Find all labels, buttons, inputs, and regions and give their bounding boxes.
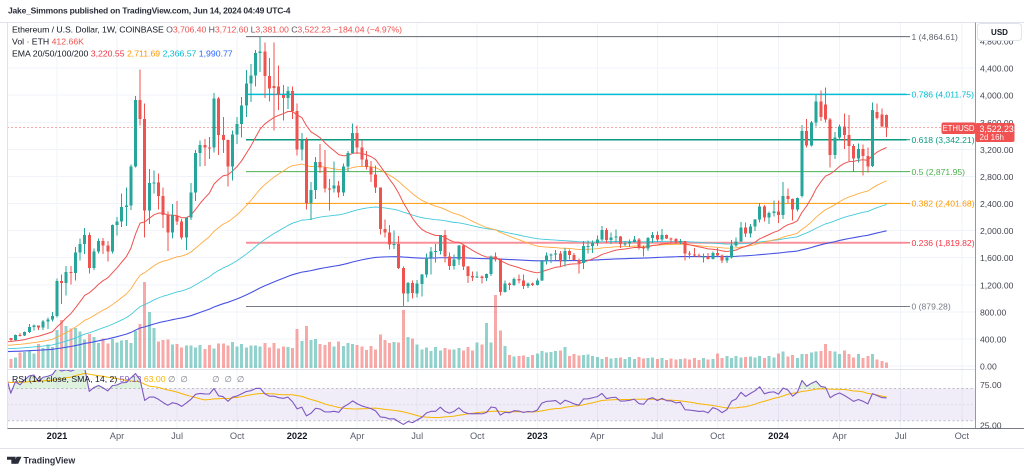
svg-text:800.00: 800.00 (980, 307, 1007, 317)
svg-text:0.5 (2,871.95): 0.5 (2,871.95) (912, 167, 966, 177)
svg-text:1,200.00: 1,200.00 (980, 280, 1014, 290)
svg-text:TradingView: TradingView (24, 456, 76, 466)
svg-text:Apr: Apr (110, 431, 124, 441)
svg-text:2,400.00: 2,400.00 (980, 199, 1014, 209)
svg-text:2021: 2021 (47, 431, 68, 441)
svg-text:Apr: Apr (832, 431, 846, 441)
svg-text:Oct: Oct (470, 431, 485, 441)
svg-text:Ethereum / U.S. Dollar, 1W, CO: Ethereum / U.S. Dollar, 1W, COINBASE O3,… (12, 25, 402, 35)
svg-text:Oct: Oct (955, 431, 970, 441)
svg-text:Vol · ETH 412.66K: Vol · ETH 412.66K (12, 37, 84, 47)
svg-text:Jul: Jul (411, 431, 423, 441)
svg-text:2024: 2024 (768, 431, 790, 441)
svg-text:2023: 2023 (527, 431, 548, 441)
svg-text:Oct: Oct (230, 431, 245, 441)
svg-text:2,800.00: 2,800.00 (980, 172, 1014, 182)
svg-text:1,600.00: 1,600.00 (980, 253, 1014, 263)
svg-text:Jul: Jul (171, 431, 183, 441)
svg-text:4,000.00: 4,000.00 (980, 91, 1014, 101)
svg-text:400.00: 400.00 (980, 334, 1007, 344)
svg-text:Jul: Jul (651, 431, 663, 441)
svg-text:75.00: 75.00 (980, 380, 1002, 390)
svg-text:Jul: Jul (895, 431, 907, 441)
svg-text:USD: USD (991, 28, 1008, 37)
svg-text:RSI (14, close, SMA, 14, 2) 59: RSI (14, close, SMA, 14, 2) 59.13 63.00 … (12, 374, 245, 384)
svg-text:0.786 (4,011.75): 0.786 (4,011.75) (912, 90, 975, 100)
svg-text:0.618 (3,342.21): 0.618 (3,342.21) (912, 135, 975, 145)
svg-text:ETHUSD: ETHUSD (942, 124, 974, 133)
svg-text:2,000.00: 2,000.00 (980, 226, 1014, 236)
svg-text:1 (4,864.61): 1 (4,864.61) (912, 32, 958, 42)
svg-text:25.00: 25.00 (980, 420, 1002, 430)
svg-text:EMA 20/50/100/200 3,220.55 2: EMA 20/50/100/200 3,220.55 2,711.69 2,36… (12, 49, 233, 59)
svg-text:Oct: Oct (710, 431, 725, 441)
svg-text:2022: 2022 (287, 431, 308, 441)
svg-text:Apr: Apr (590, 431, 604, 441)
svg-text:0.00: 0.00 (980, 362, 997, 372)
svg-text:Apr: Apr (350, 431, 364, 441)
svg-text:0 (879.28): 0 (879.28) (912, 302, 951, 312)
svg-text:2d 16h: 2d 16h (980, 133, 1004, 142)
svg-text:4,800.00: 4,800.00 (980, 37, 1014, 47)
svg-text:3,600.00: 3,600.00 (980, 118, 1014, 128)
svg-text:3,200.00: 3,200.00 (980, 145, 1014, 155)
svg-text:4,400.00: 4,400.00 (980, 64, 1014, 74)
svg-text:0.236 (1,819.82): 0.236 (1,819.82) (912, 238, 975, 248)
svg-text:3,522.23: 3,522.23 (980, 124, 1014, 134)
svg-text:0.382 (2,401.68): 0.382 (2,401.68) (912, 199, 975, 209)
svg-text:Jake_Simmons published on Trad: Jake_Simmons published on TradingView.co… (8, 6, 291, 16)
